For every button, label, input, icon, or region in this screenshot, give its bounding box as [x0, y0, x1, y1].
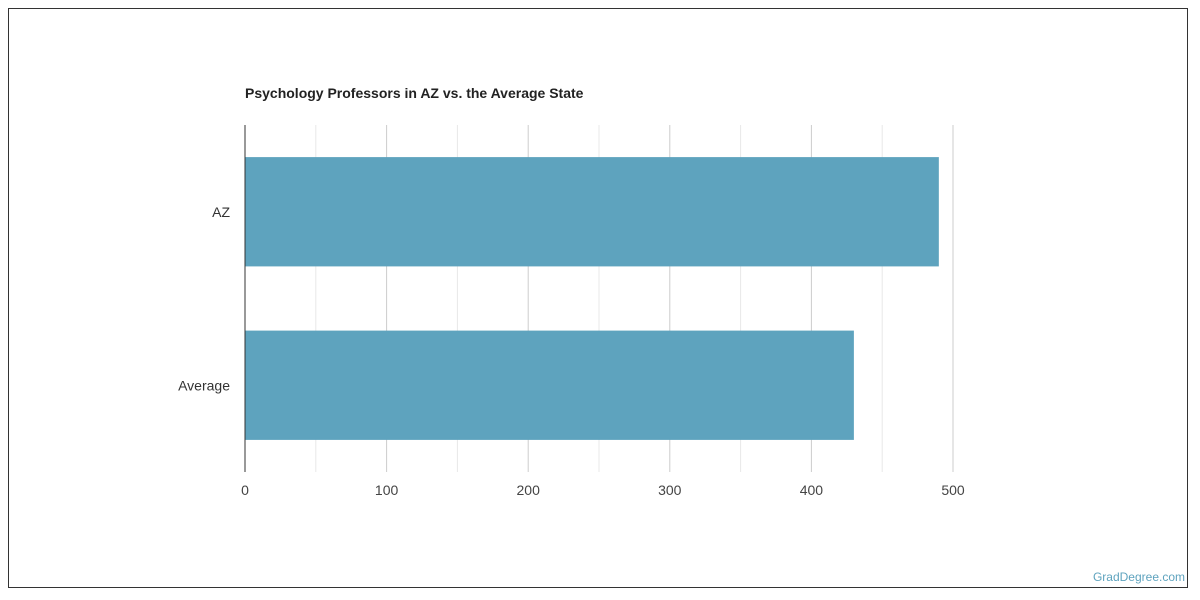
- bar-average: [245, 330, 854, 440]
- watermark-link[interactable]: GradDegree.com: [1092, 570, 1185, 584]
- x-tick-label: 200: [517, 482, 541, 498]
- x-tick-label: 100: [375, 482, 399, 498]
- chart-title: Psychology Professors in AZ vs. the Aver…: [245, 85, 584, 101]
- x-tick-label: 500: [941, 482, 965, 498]
- x-tick-label: 400: [800, 482, 824, 498]
- x-tick-label: 0: [241, 482, 249, 498]
- bar-az: [245, 157, 939, 267]
- x-tick-label: 300: [658, 482, 682, 498]
- bars: [245, 157, 939, 440]
- chart-frame: [8, 8, 1188, 588]
- category-label-average: Average: [178, 377, 230, 393]
- labels: AZ Average 0 100 200 300 400 500: [178, 204, 965, 498]
- category-label-az: AZ: [212, 204, 230, 220]
